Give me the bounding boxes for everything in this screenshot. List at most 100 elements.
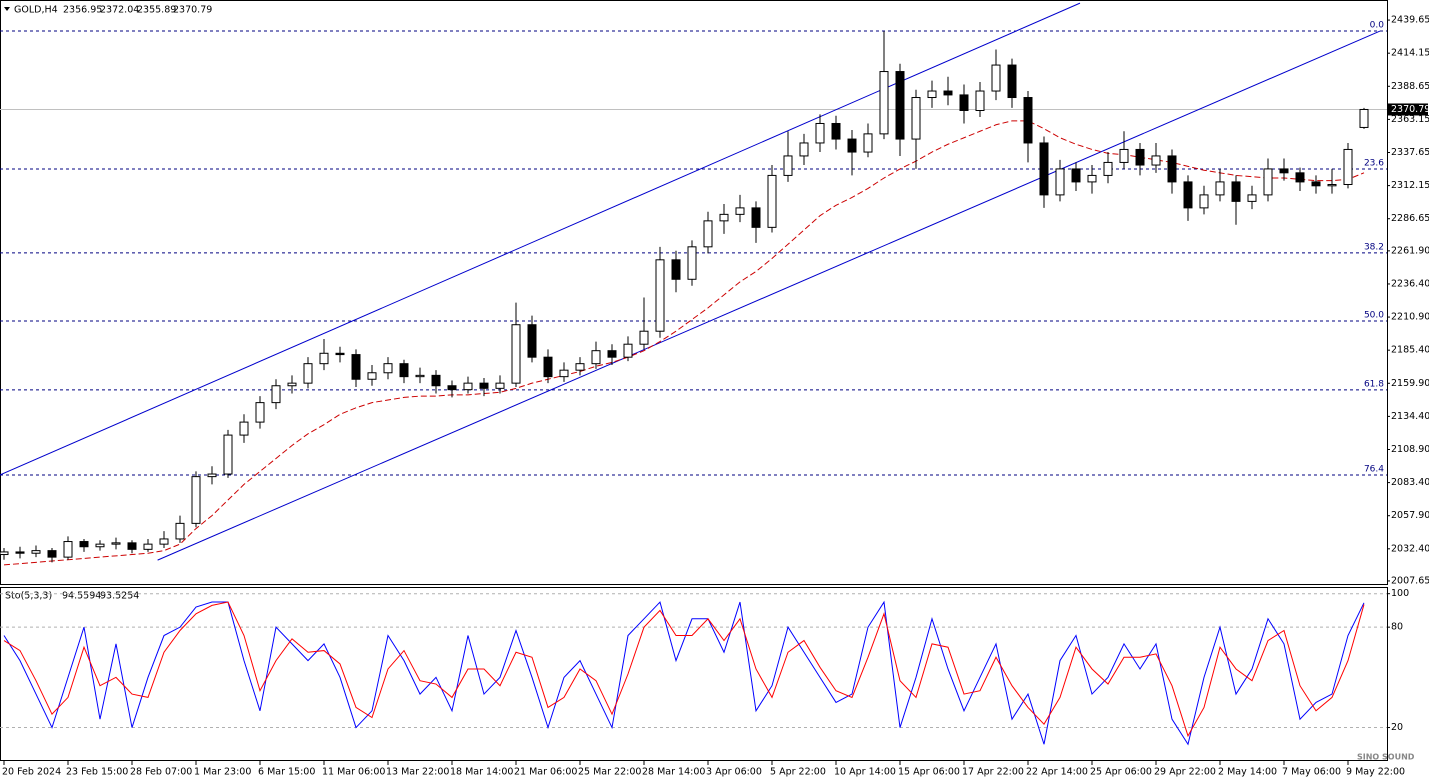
x-tick-label: 5 Apr 22:00 (770, 767, 826, 778)
candle-body (1071, 168, 1081, 183)
oscillator-line (3, 601, 1365, 738)
candle-body (1311, 181, 1321, 187)
symbol-title: GOLD,H4 (14, 5, 58, 16)
candle-body (0, 551, 9, 556)
current-price-label: 2370.79 (1391, 104, 1429, 115)
header-high: 2372.04 (100, 5, 139, 16)
candle-body (607, 350, 617, 358)
candle-body (975, 90, 985, 112)
candle-body (527, 324, 537, 358)
x-tick-label: 25 Apr 06:00 (1090, 767, 1152, 778)
candle-body (143, 543, 153, 550)
x-tick-label: 13 Mar 22:00 (386, 767, 449, 778)
y-tick-label: 2388.65 (1391, 81, 1429, 92)
candle-body (991, 64, 1001, 92)
candle-body (111, 542, 121, 545)
x-tick-label: 20 Feb 2024 (2, 767, 61, 778)
candle-body (207, 473, 217, 478)
candle-body (239, 421, 249, 436)
candle-body (431, 374, 441, 387)
candle-body (959, 94, 969, 112)
candle-body (943, 90, 953, 96)
candle-body (1023, 97, 1033, 144)
y-tick-label: 2210.90 (1391, 312, 1429, 323)
x-tick-label: 28 Feb 07:00 (130, 767, 192, 778)
candle-body (751, 207, 761, 228)
y-tick-label: 2363.15 (1391, 114, 1429, 125)
y-tick-label: 2261.90 (1391, 245, 1429, 256)
candle-body (191, 476, 201, 524)
candle-body (767, 174, 777, 228)
candle-body (511, 324, 521, 384)
x-tick-label: 15 Apr 06:00 (898, 767, 960, 778)
candle-body (367, 372, 377, 380)
candle-body (303, 363, 313, 384)
candle-body (383, 363, 393, 374)
candle-body (1263, 168, 1273, 196)
candle-body (415, 374, 425, 378)
candle-body (1119, 148, 1129, 163)
candle-body (95, 543, 105, 548)
candle-body (463, 382, 473, 391)
symbol-menu-icon[interactable] (4, 7, 10, 11)
x-tick-label: 17 Apr 22:00 (962, 767, 1024, 778)
candle-body (847, 138, 857, 153)
candle-body (479, 382, 489, 389)
y-tick-label: 100 (1391, 588, 1409, 599)
y-tick-label: 2083.40 (1391, 477, 1429, 488)
candle-body (687, 246, 697, 280)
candle-body (559, 369, 569, 378)
x-tick-label: 11 Mar 06:00 (322, 767, 385, 778)
x-tick-label: 29 Apr 22:00 (1154, 767, 1216, 778)
header-close: 2370.79 (173, 5, 212, 16)
fib-label: 50.0 (1364, 310, 1384, 320)
candle-body (927, 90, 937, 99)
indicator-title: Sto(5,3,3) (5, 591, 52, 602)
x-tick-label: 21 Mar 06:00 (514, 767, 577, 778)
x-tick-label: 9 May 22:00 (1346, 767, 1405, 778)
price-pane (0, 0, 1388, 585)
candle-body (1087, 174, 1097, 183)
candle-body (735, 207, 745, 215)
candle-body (543, 356, 553, 378)
candle-body (351, 354, 361, 380)
y-tick-label: 20 (1391, 722, 1403, 733)
candle-body (255, 402, 265, 423)
fib-label: 0.0 (1370, 21, 1385, 31)
candle-body (79, 541, 89, 548)
y-tick-label: 80 (1391, 622, 1403, 633)
indicator-signal-value: 93.5254 (100, 591, 139, 602)
candle-body (175, 522, 185, 540)
candle-body (1327, 184, 1337, 187)
candle-body (623, 343, 633, 358)
oscillator-line (3, 600, 1365, 746)
y-tick-label: 2134.40 (1391, 411, 1429, 422)
y-tick-label: 2108.90 (1391, 444, 1429, 455)
x-tick-label: 2 May 14:00 (1218, 767, 1277, 778)
candle-body (1167, 155, 1177, 183)
candle-body (671, 259, 681, 280)
header-low: 2355.89 (137, 5, 176, 16)
candle-body (719, 213, 729, 222)
x-tick-label: 28 Mar 14:00 (642, 767, 705, 778)
candle-body (159, 538, 169, 545)
candle-body (1247, 194, 1257, 202)
candle-body (319, 352, 329, 365)
candle-body (879, 71, 889, 135)
candle-body (575, 363, 585, 371)
candle-body (911, 97, 921, 140)
candle-body (271, 385, 281, 404)
candle-body (1183, 181, 1193, 209)
y-tick-label: 2057.90 (1391, 510, 1429, 521)
current-price-box (1388, 103, 1428, 116)
x-tick-label: 7 May 06:00 (1282, 767, 1341, 778)
y-tick-label: 2032.40 (1391, 543, 1429, 554)
y-tick-label: 2185.40 (1391, 345, 1429, 356)
x-tick-label: 3 Apr 06:00 (706, 767, 762, 778)
x-tick-label: 25 Mar 22:00 (578, 767, 641, 778)
candle-body (1007, 64, 1017, 99)
candle-body (447, 385, 457, 391)
watermark: SINO SOUND (1357, 753, 1415, 762)
candle-body (31, 550, 41, 554)
